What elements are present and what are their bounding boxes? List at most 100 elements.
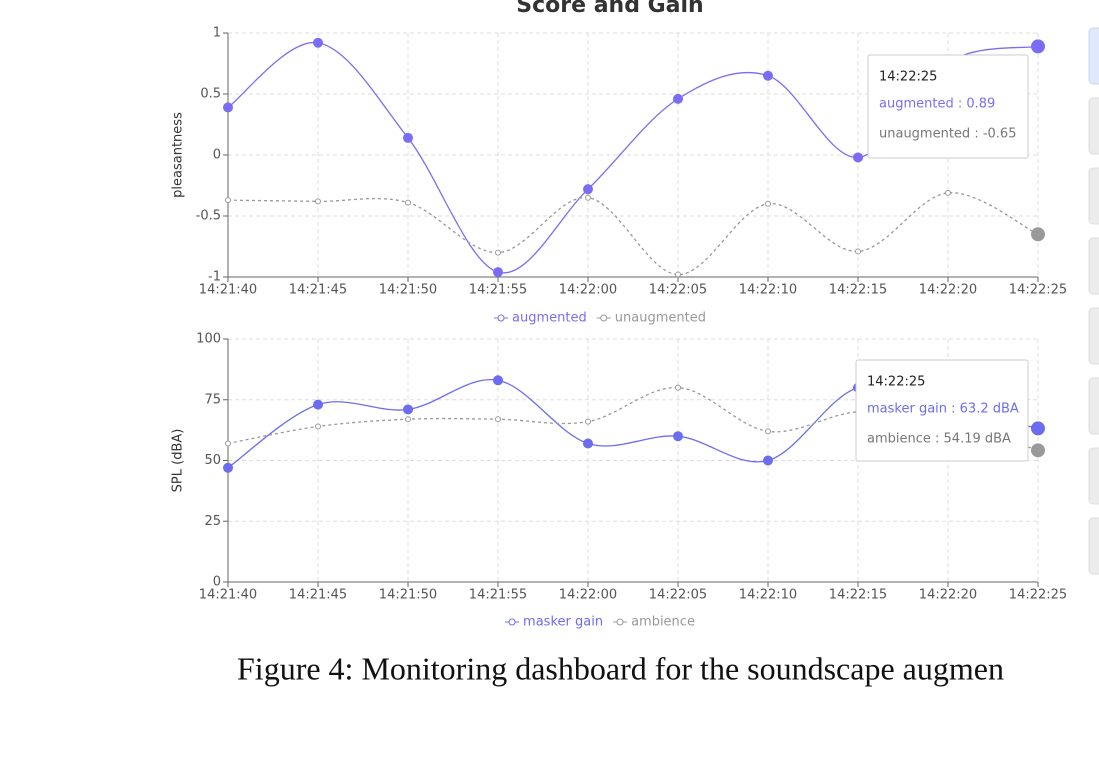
legend-label: ambience xyxy=(631,615,695,630)
x-tick-label: 14:21:40 xyxy=(199,588,257,603)
point xyxy=(1031,227,1045,242)
tooltip-line: unaugmented : -0.65 xyxy=(879,127,1016,142)
point xyxy=(1031,443,1045,458)
point xyxy=(673,93,683,104)
x-tick-label: 14:22:25 xyxy=(1009,588,1067,603)
caption: Figure 4: Monitoring dashboard for the s… xyxy=(237,650,1004,686)
x-tick-label: 14:21:55 xyxy=(469,283,527,298)
series-line xyxy=(227,386,1039,451)
x-tick-label: 14:22:20 xyxy=(919,283,977,298)
legend-icon-dot xyxy=(508,618,516,626)
point xyxy=(405,416,411,423)
y-tick-label: -0.5 xyxy=(196,209,221,224)
point xyxy=(675,384,681,391)
x-tick-label: 14:22:20 xyxy=(919,588,977,603)
legend: augmented unaugmented xyxy=(494,311,706,326)
figure-title: Score and Gain xyxy=(516,0,703,18)
y-tick-label: -1 xyxy=(208,270,221,285)
point xyxy=(765,200,771,207)
x-tick-label: 14:21:50 xyxy=(379,588,437,603)
tooltip-line: augmented : 0.89 xyxy=(879,97,995,112)
side-button[interactable] xyxy=(1088,447,1099,505)
point xyxy=(583,438,593,449)
point xyxy=(673,431,683,442)
tooltip-title: 14:22:25 xyxy=(879,70,937,85)
tooltip-title: 14:22:25 xyxy=(867,375,925,390)
legend-label: masker gain xyxy=(523,615,603,630)
point xyxy=(223,102,233,113)
y-tick-label: 50 xyxy=(204,453,221,468)
legend-icon-dot xyxy=(616,618,624,626)
side-button[interactable] xyxy=(1088,517,1099,575)
x-tick-label: 14:22:10 xyxy=(739,588,797,603)
x-tick-label: 14:21:40 xyxy=(199,283,257,298)
point xyxy=(315,198,321,205)
y-tick-label: 75 xyxy=(204,392,221,407)
x-tick-label: 14:22:10 xyxy=(739,283,797,298)
y-tick-label: 100 xyxy=(196,332,221,347)
point xyxy=(313,37,323,48)
x-tick-label: 14:22:15 xyxy=(829,283,887,298)
point xyxy=(583,184,593,195)
series-line xyxy=(227,192,1039,276)
side-buttons xyxy=(1088,27,1099,575)
tooltip-line: ambience : 54.19 dBA xyxy=(867,432,1011,447)
x-tick-label: 14:21:45 xyxy=(289,588,347,603)
x-tick-label: 14:22:05 xyxy=(649,588,707,603)
y-axis-title: pleasantness xyxy=(171,112,186,198)
y-axis-title: SPL (dBA) xyxy=(171,429,186,493)
point xyxy=(675,271,681,278)
point xyxy=(945,189,951,196)
side-button[interactable] xyxy=(1088,377,1099,435)
side-button[interactable] xyxy=(1088,97,1099,155)
x-tick-label: 14:22:05 xyxy=(649,283,707,298)
point xyxy=(225,440,231,447)
side-button[interactable] xyxy=(1088,167,1099,225)
y-tick-label: 0 xyxy=(213,148,221,163)
point xyxy=(495,249,501,256)
y-tick-label: 25 xyxy=(204,514,221,529)
legend: masker gain ambience xyxy=(505,615,695,630)
point xyxy=(763,455,773,466)
point xyxy=(403,132,413,143)
x-tick-label: 14:22:15 xyxy=(829,588,887,603)
point xyxy=(493,267,503,278)
legend-icon-dot xyxy=(497,314,505,322)
point xyxy=(223,462,233,473)
y-tick-label: 1 xyxy=(213,26,221,41)
point xyxy=(405,199,411,206)
point xyxy=(855,248,861,255)
x-tick-label: 14:21:45 xyxy=(289,283,347,298)
legend-icon-dot xyxy=(600,314,608,322)
side-button[interactable] xyxy=(1088,237,1099,295)
point xyxy=(403,404,413,415)
point xyxy=(585,418,591,425)
legend-label: unaugmented xyxy=(615,311,706,326)
tooltip xyxy=(867,54,1029,159)
tooltip-line: masker gain : 63.2 dBA xyxy=(867,402,1019,417)
y-tick-label: 0 xyxy=(213,575,221,590)
side-button[interactable] xyxy=(1088,27,1099,85)
point xyxy=(1031,39,1045,54)
point xyxy=(495,416,501,423)
x-tick-label: 14:22:00 xyxy=(559,283,617,298)
y-tick-label: 0.5 xyxy=(200,87,221,102)
x-tick-label: 14:22:00 xyxy=(559,588,617,603)
tooltip xyxy=(855,359,1029,462)
point xyxy=(853,152,863,163)
x-tick-label: 14:21:55 xyxy=(469,588,527,603)
point xyxy=(493,375,503,386)
point xyxy=(765,428,771,435)
point xyxy=(313,399,323,410)
side-button[interactable] xyxy=(1088,307,1099,365)
point xyxy=(763,70,773,81)
x-tick-label: 14:21:50 xyxy=(379,283,437,298)
point xyxy=(315,423,321,430)
point xyxy=(1031,421,1045,436)
x-tick-label: 14:22:25 xyxy=(1009,283,1067,298)
point xyxy=(225,197,231,204)
legend-label: augmented xyxy=(512,311,587,326)
point xyxy=(585,194,591,201)
